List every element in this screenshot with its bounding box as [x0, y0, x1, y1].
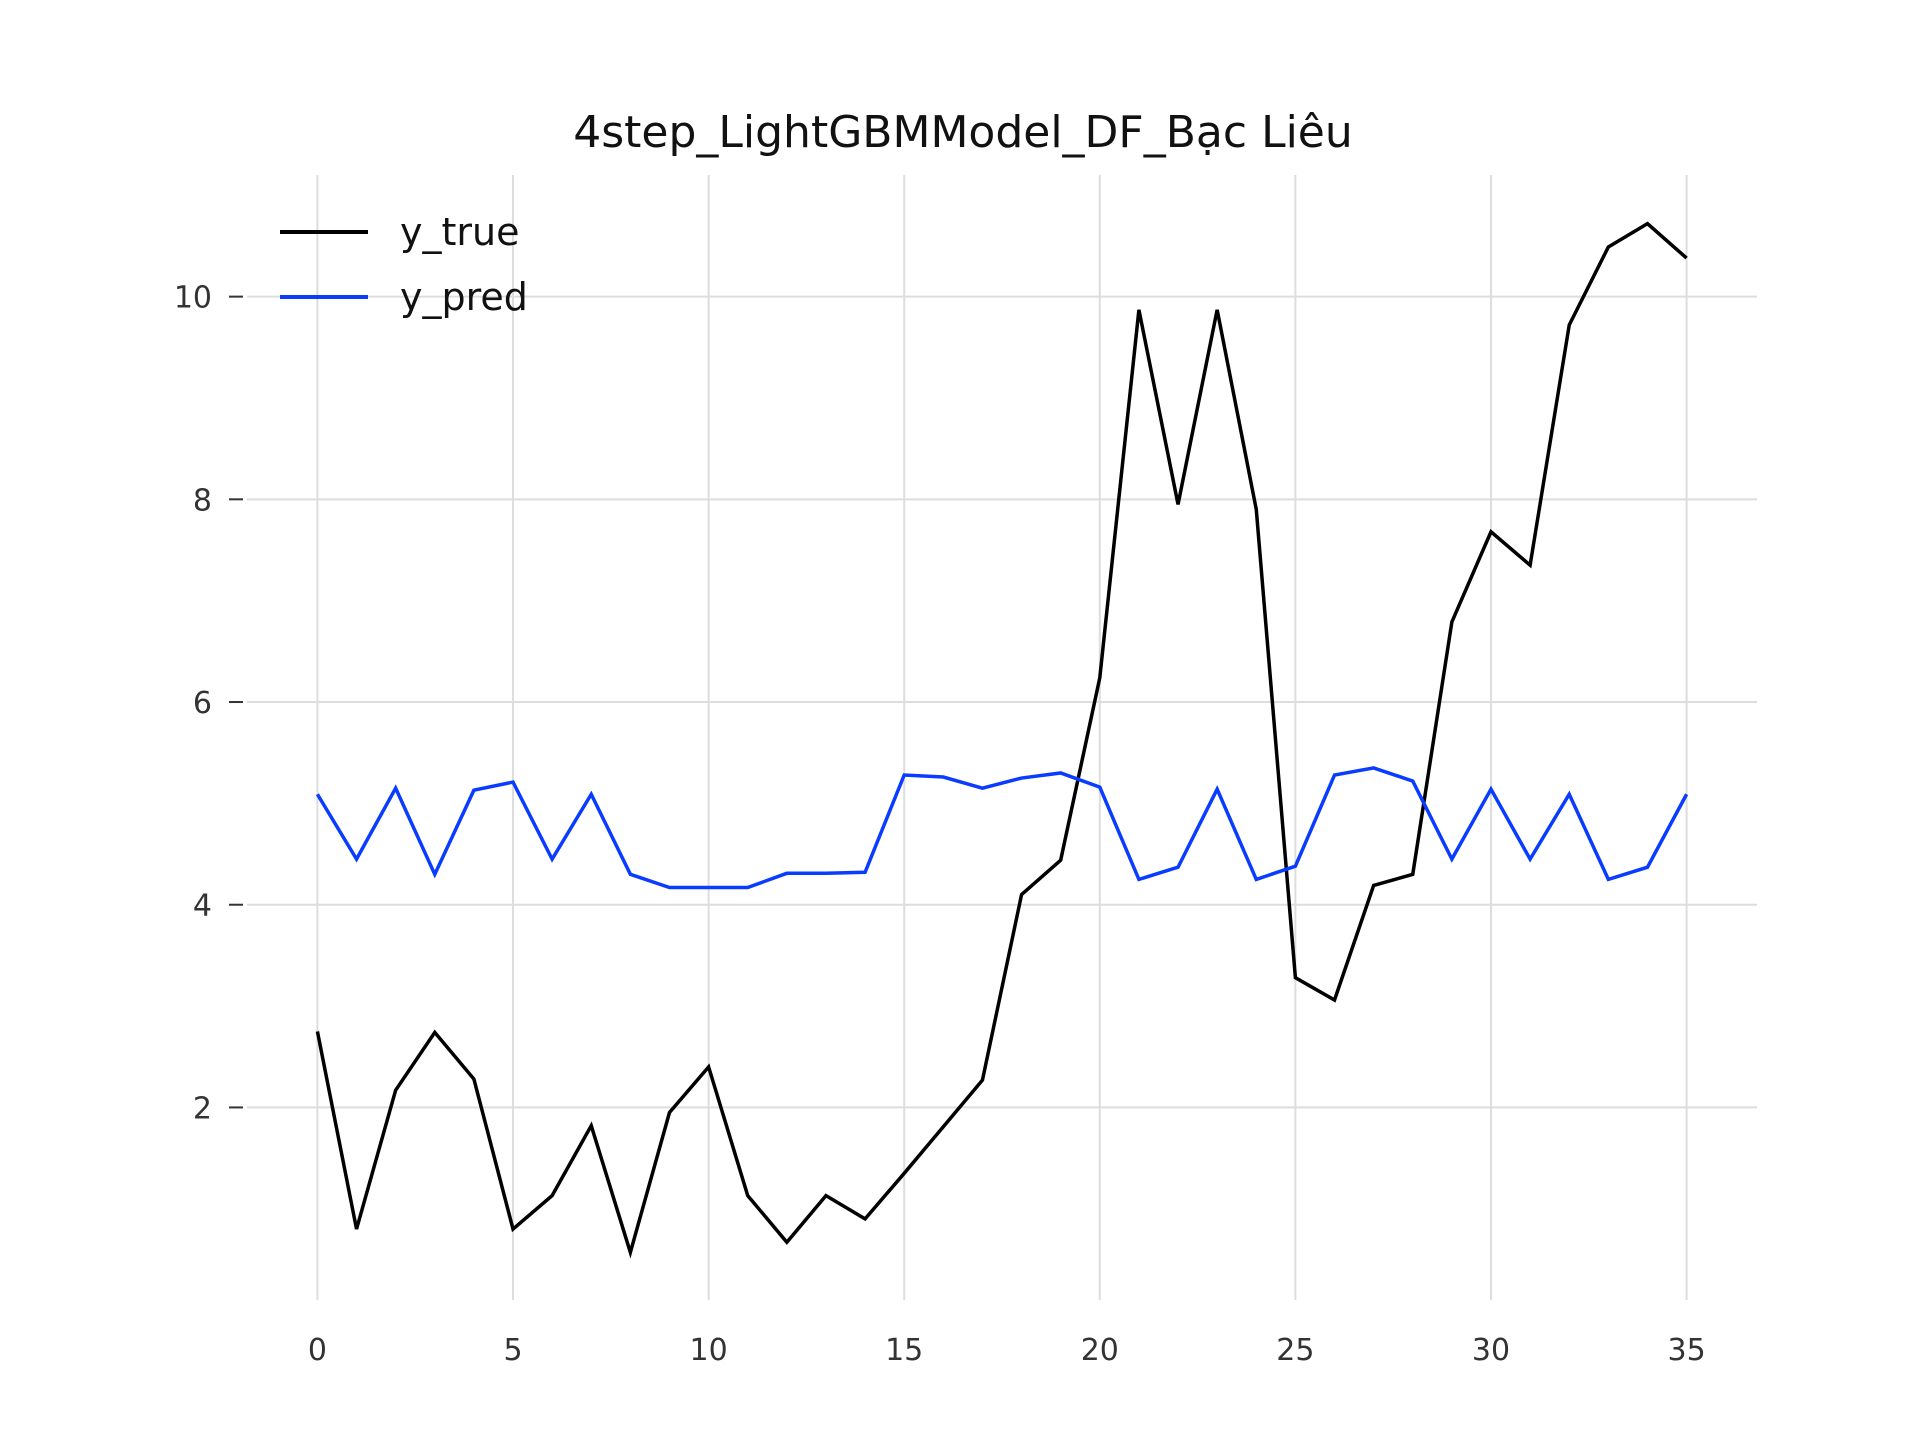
x-tick-label: 15 — [885, 1333, 923, 1368]
y-tick-label: 2 — [193, 1091, 212, 1126]
y-tick-label: 8 — [193, 483, 212, 518]
y-tick-label: 6 — [193, 686, 212, 721]
x-tick-label: 10 — [690, 1333, 728, 1368]
x-tick-label: 20 — [1081, 1333, 1119, 1368]
x-tick-label: 30 — [1472, 1333, 1510, 1368]
y-axis: 2 4 6 8 10 — [174, 281, 243, 1126]
y-grid — [247, 295, 1757, 1109]
legend: y_true y_pred — [280, 210, 528, 319]
x-tick-label: 5 — [503, 1333, 522, 1368]
series-line-y-true — [315, 221, 1688, 1259]
legend-label-y-pred: y_pred — [400, 275, 528, 319]
x-axis: 0 5 10 15 20 25 30 35 — [308, 1333, 1706, 1368]
chart-title: 4step_LightGBMModel_DF_Bạc Liêu — [573, 107, 1353, 158]
x-tick-label: 35 — [1667, 1333, 1705, 1368]
x-tick-label: 0 — [308, 1333, 327, 1368]
plot-lines — [315, 221, 1689, 1259]
series-line-y-pred — [315, 766, 1689, 890]
legend-label-y-true: y_true — [400, 210, 519, 254]
y-tick-label: 10 — [174, 281, 212, 316]
x-grid — [316, 175, 1688, 1300]
x-tick-label: 25 — [1276, 1333, 1314, 1368]
y-tick-label: 4 — [193, 889, 212, 924]
